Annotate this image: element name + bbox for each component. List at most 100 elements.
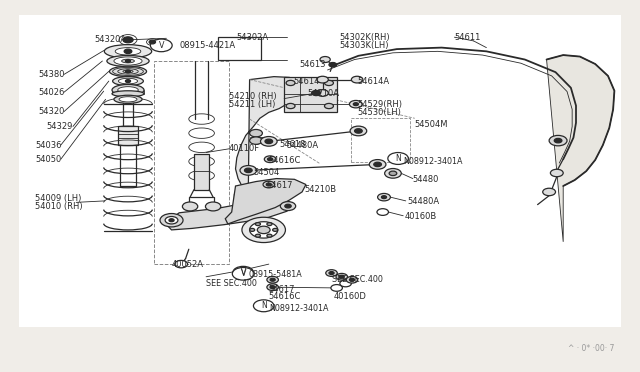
Text: V: V [241, 268, 246, 277]
Text: 54504: 54504 [253, 168, 280, 177]
Circle shape [267, 222, 272, 225]
Text: 54210 (RH): 54210 (RH) [229, 92, 276, 101]
Text: 54210A: 54210A [307, 89, 339, 98]
Circle shape [329, 62, 337, 67]
Circle shape [381, 196, 387, 199]
Circle shape [353, 103, 358, 106]
Circle shape [150, 39, 172, 52]
Text: 54617: 54617 [266, 181, 292, 190]
Text: 54480A: 54480A [287, 141, 319, 150]
Ellipse shape [109, 66, 147, 77]
Circle shape [389, 171, 397, 176]
Circle shape [266, 183, 271, 186]
Circle shape [355, 129, 362, 133]
Circle shape [250, 137, 262, 144]
Text: 54611: 54611 [454, 33, 481, 42]
Text: 54302A: 54302A [237, 33, 269, 42]
Circle shape [242, 217, 285, 243]
Circle shape [175, 260, 188, 268]
Text: 54480: 54480 [412, 175, 438, 184]
Circle shape [336, 273, 348, 280]
Circle shape [125, 70, 131, 73]
Text: SEE SEC.400: SEE SEC.400 [332, 275, 382, 284]
Text: 54614: 54614 [293, 77, 319, 86]
Circle shape [255, 222, 260, 225]
Circle shape [265, 139, 273, 144]
Text: 54211 (LH): 54211 (LH) [229, 100, 275, 109]
Circle shape [250, 129, 262, 137]
Circle shape [320, 57, 330, 62]
Circle shape [324, 103, 333, 109]
Ellipse shape [119, 97, 137, 102]
Ellipse shape [114, 95, 142, 103]
Text: 54618: 54618 [279, 140, 305, 149]
Text: 54026: 54026 [38, 88, 65, 97]
Circle shape [374, 162, 381, 167]
Ellipse shape [115, 48, 141, 55]
Circle shape [285, 204, 291, 208]
Circle shape [543, 188, 556, 196]
Text: V: V [159, 41, 164, 50]
Circle shape [351, 76, 363, 83]
Text: 08915-4421A: 08915-4421A [179, 41, 236, 50]
Polygon shape [225, 179, 306, 224]
Text: 54613: 54613 [300, 60, 326, 69]
FancyBboxPatch shape [194, 154, 209, 190]
Circle shape [388, 153, 408, 164]
Circle shape [169, 219, 174, 222]
Circle shape [160, 214, 183, 227]
Circle shape [123, 37, 133, 43]
Text: 54010 (RH): 54010 (RH) [35, 202, 83, 211]
Text: 54380: 54380 [38, 70, 65, 79]
Text: 08915-5481A: 08915-5481A [248, 270, 302, 279]
Text: ^ · 0* ·00· 7: ^ · 0* ·00· 7 [568, 344, 614, 353]
Text: 54329: 54329 [46, 122, 72, 131]
Circle shape [329, 272, 334, 275]
Circle shape [244, 168, 252, 173]
Circle shape [240, 166, 257, 175]
Circle shape [549, 135, 567, 146]
Ellipse shape [107, 55, 149, 67]
Text: 54480A: 54480A [407, 197, 439, 206]
Circle shape [149, 40, 156, 44]
Circle shape [317, 90, 328, 96]
FancyBboxPatch shape [284, 77, 337, 112]
Circle shape [350, 126, 367, 136]
Circle shape [255, 234, 260, 237]
Circle shape [257, 226, 270, 234]
Text: SEE SEC.400: SEE SEC.400 [206, 279, 257, 288]
Circle shape [125, 80, 131, 83]
Text: 54616C: 54616C [269, 156, 301, 165]
Circle shape [233, 266, 253, 278]
Circle shape [369, 160, 386, 169]
Circle shape [377, 209, 388, 215]
Text: 40052A: 40052A [172, 260, 204, 269]
Polygon shape [547, 55, 614, 242]
Circle shape [250, 228, 255, 231]
Text: 54302K(RH): 54302K(RH) [339, 33, 390, 42]
Text: 40160D: 40160D [334, 292, 367, 301]
Text: 54036: 54036 [35, 141, 61, 150]
Circle shape [385, 169, 401, 178]
Circle shape [253, 300, 274, 312]
Text: 54504M: 54504M [415, 120, 448, 129]
Circle shape [312, 90, 321, 96]
Circle shape [267, 276, 278, 283]
Ellipse shape [114, 57, 142, 65]
Circle shape [326, 270, 337, 276]
Text: 54210B: 54210B [305, 185, 337, 194]
FancyBboxPatch shape [19, 15, 621, 327]
Circle shape [250, 222, 278, 238]
Text: 54320A: 54320A [95, 35, 127, 44]
Text: 40110F: 40110F [229, 144, 260, 153]
Circle shape [205, 202, 221, 211]
Circle shape [324, 80, 333, 86]
Text: 54050: 54050 [35, 155, 61, 164]
Text: N08912-3401A: N08912-3401A [403, 157, 463, 166]
Circle shape [286, 80, 295, 86]
Circle shape [125, 60, 131, 62]
Text: 54320: 54320 [38, 107, 65, 116]
Circle shape [182, 202, 198, 211]
Text: N: N [396, 154, 401, 163]
Ellipse shape [104, 45, 152, 58]
